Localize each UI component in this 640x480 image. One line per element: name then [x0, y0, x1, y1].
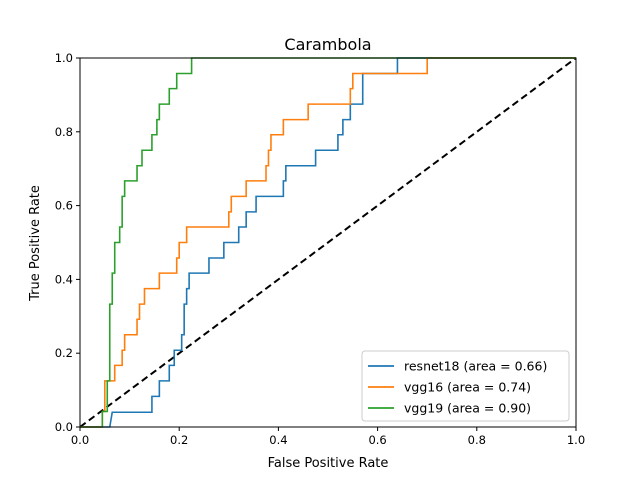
chart-title: Carambola — [284, 35, 371, 54]
legend-label: vgg19 (area = 0.90) — [404, 401, 531, 416]
series-line-3 — [80, 57, 576, 428]
y-tick-label: 0.0 — [55, 420, 73, 434]
y-axis-label: True Positive Rate — [28, 185, 43, 302]
x-tick-label: 0.8 — [468, 433, 486, 447]
axes-frame — [79, 57, 577, 428]
legend: resnet18 (area = 0.66) vgg16 (area = 0.74… — [361, 350, 570, 422]
y-tick-label: 1.0 — [55, 51, 73, 65]
legend-label: resnet18 (area = 0.66) — [404, 359, 547, 374]
series-line-1 — [80, 57, 576, 428]
legend-label: vgg16 (area = 0.74) — [404, 380, 531, 395]
y-tick-label: 0.6 — [55, 199, 73, 213]
y-tick-label: 0.2 — [55, 346, 73, 360]
series-line-2 — [80, 57, 576, 428]
axes: 0.0 0.2 0.4 0.6 0.8 1.0 0.0 0.2 0.4 0.6 0.8 1.0 — [55, 51, 585, 447]
x-tick-label: 0.2 — [170, 433, 188, 447]
x-tick-label: 0.4 — [269, 433, 287, 447]
x-tick-label: 1.0 — [567, 433, 585, 447]
y-tick-label: 0.4 — [55, 272, 73, 286]
plot-area — [79, 57, 577, 428]
x-tick-label: 0.6 — [368, 433, 386, 447]
chance-diagonal-line — [79, 57, 577, 428]
y-tick-label: 0.8 — [55, 125, 73, 139]
x-axis-label: False Positive Rate — [268, 456, 389, 471]
legend-box — [361, 350, 570, 422]
x-tick-label: 0.0 — [71, 433, 89, 447]
